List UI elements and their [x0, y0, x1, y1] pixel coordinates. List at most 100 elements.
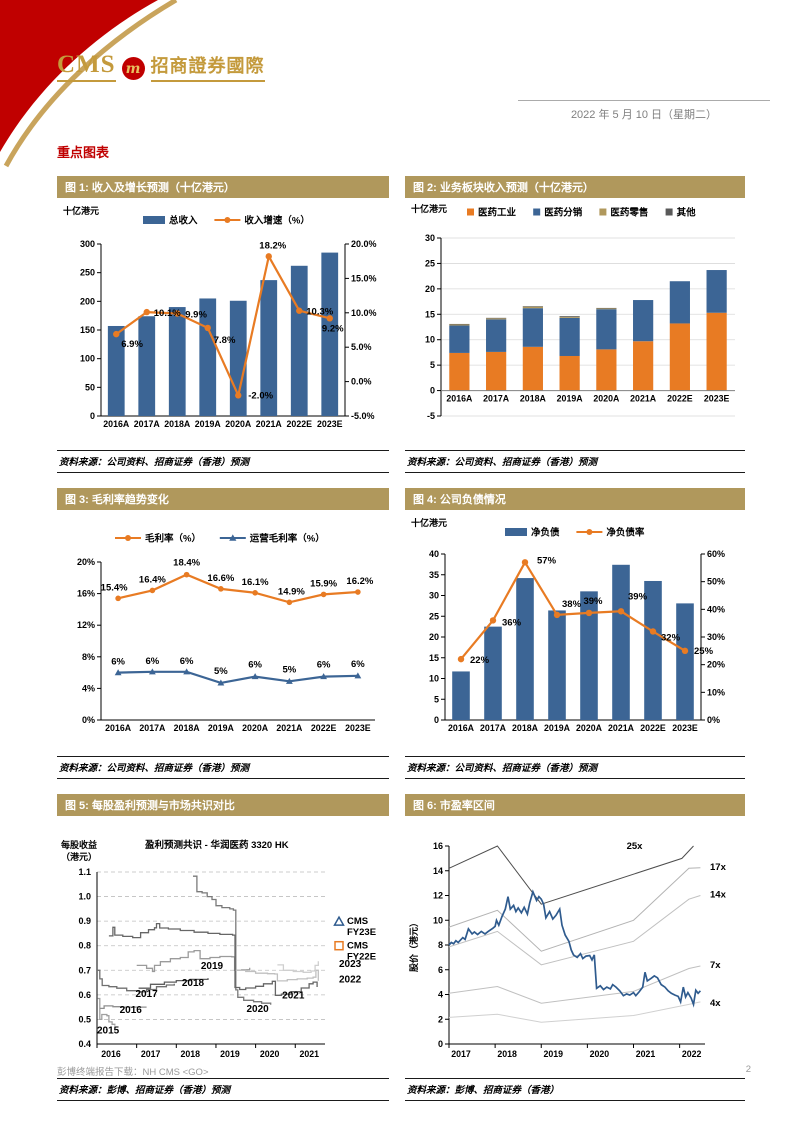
svg-text:2020: 2020: [260, 1049, 280, 1059]
svg-text:5: 5: [434, 694, 439, 704]
svg-text:2023E: 2023E: [672, 723, 698, 733]
svg-text:2020: 2020: [246, 1004, 269, 1015]
svg-text:4%: 4%: [82, 683, 95, 693]
svg-text:医药工业: 医药工业: [478, 207, 517, 219]
figure-3-source: 资料来源：公司资料、招商证券（香港）预测: [57, 756, 389, 779]
svg-text:39%: 39%: [628, 591, 648, 602]
svg-text:20: 20: [425, 284, 435, 294]
figures-grid: 图 1: 收入及增长预测（十亿港元） 十亿港元 总收入 收入增速（%） 0 50 100 1…: [57, 176, 745, 1101]
figure-1-source: 资料来源：公司资料、招商证券（香港）预测: [57, 450, 389, 473]
svg-text:50%: 50%: [707, 577, 725, 587]
page-number: 2: [745, 1064, 751, 1075]
svg-text:6: 6: [438, 965, 443, 975]
svg-text:15: 15: [429, 653, 439, 663]
svg-text:2017A: 2017A: [134, 419, 161, 429]
svg-text:运营毛利率（%）: 运营毛利率（%）: [250, 533, 325, 545]
corner-red-shape: [0, 0, 158, 152]
svg-text:2022: 2022: [339, 974, 362, 985]
svg-text:2019A: 2019A: [208, 723, 235, 733]
svg-text:60%: 60%: [707, 549, 725, 559]
corner-ribbon: [0, 0, 178, 168]
svg-text:十亿港元: 十亿港元: [411, 517, 447, 528]
svg-text:14: 14: [433, 866, 443, 876]
report-date-block: 2022 年 5 月 10 日（星期二）: [518, 100, 770, 122]
figure-5-source: 资料来源：彭博、招商证券（香港）预测: [57, 1078, 389, 1101]
svg-text:2021: 2021: [636, 1049, 656, 1059]
svg-text:净负债率: 净负债率: [606, 527, 645, 539]
svg-text:2022E: 2022E: [287, 419, 313, 429]
svg-text:2021A: 2021A: [608, 723, 635, 733]
logo-text: CMS: [57, 52, 116, 82]
figure-4-source: 资料来源：公司资料、招商证券（香港）预测: [405, 756, 745, 779]
svg-text:50: 50: [85, 382, 95, 392]
figure-4: 图 4: 公司负债情况 十亿港元 净负债 净负债率 0 5 10 15 20 25 30 35 40 0…: [405, 488, 745, 779]
svg-text:2018A: 2018A: [512, 723, 539, 733]
svg-text:2016A: 2016A: [448, 723, 475, 733]
svg-text:2016: 2016: [120, 1005, 143, 1016]
svg-text:4x: 4x: [710, 998, 721, 1009]
svg-text:10%: 10%: [707, 687, 725, 697]
svg-text:15.4%: 15.4%: [101, 582, 128, 593]
svg-text:20%: 20%: [707, 660, 725, 670]
svg-text:0: 0: [434, 715, 439, 725]
svg-text:总收入: 总收入: [169, 215, 198, 227]
svg-text:18.4%: 18.4%: [173, 558, 200, 569]
figure-3-title: 图 3: 毛利率趋势变化: [57, 488, 389, 510]
svg-text:2021A: 2021A: [276, 723, 303, 733]
svg-text:1.0: 1.0: [78, 892, 91, 902]
svg-text:25: 25: [429, 611, 439, 621]
svg-text:FY22E: FY22E: [347, 952, 376, 963]
svg-text:16.1%: 16.1%: [242, 577, 269, 588]
svg-text:毛利率（%）: 毛利率（%）: [145, 533, 201, 545]
report-date: 2022 年 5 月 10 日（星期二）: [570, 109, 718, 121]
svg-text:2022E: 2022E: [640, 723, 666, 733]
svg-text:2020: 2020: [590, 1049, 610, 1059]
svg-text:0.5: 0.5: [78, 1014, 91, 1024]
svg-text:-2.0%: -2.0%: [248, 390, 273, 401]
svg-text:250: 250: [80, 268, 95, 278]
svg-text:9.9%: 9.9%: [185, 309, 207, 320]
svg-text:净负债: 净负债: [531, 527, 560, 539]
svg-text:36%: 36%: [502, 617, 522, 628]
svg-text:200: 200: [80, 296, 95, 306]
svg-text:2017A: 2017A: [139, 723, 166, 733]
cms-logo: CMS m 招商證券國際: [57, 52, 265, 82]
svg-text:32%: 32%: [661, 632, 681, 643]
cms-logo-icon: m: [121, 57, 145, 80]
svg-text:每股收益: 每股收益: [61, 839, 97, 850]
svg-text:4: 4: [438, 990, 443, 1000]
svg-text:7.8%: 7.8%: [214, 335, 236, 346]
svg-text:9.2%: 9.2%: [322, 323, 344, 334]
svg-text:股价（港元）: 股价（港元）: [408, 918, 419, 972]
svg-text:6%: 6%: [351, 659, 365, 670]
svg-text:12: 12: [433, 891, 443, 901]
svg-text:2020A: 2020A: [593, 394, 620, 404]
svg-text:盈利预测共识 - 华润医药 3320 HK: 盈利预测共识 - 华润医药 3320 HK: [144, 839, 289, 851]
svg-text:30: 30: [425, 233, 435, 243]
svg-text:25%: 25%: [694, 646, 714, 657]
svg-text:2018A: 2018A: [164, 419, 191, 429]
svg-text:0: 0: [430, 386, 435, 396]
svg-text:10: 10: [429, 674, 439, 684]
svg-text:2020A: 2020A: [225, 419, 252, 429]
svg-text:2021: 2021: [299, 1049, 319, 1059]
svg-text:2019: 2019: [543, 1049, 563, 1059]
svg-text:7x: 7x: [710, 960, 721, 971]
svg-text:6%: 6%: [248, 660, 262, 671]
svg-text:2016A: 2016A: [446, 394, 473, 404]
figure-1: 图 1: 收入及增长预测（十亿港元） 十亿港元 总收入 收入增速（%） 0 50 100 1…: [57, 176, 389, 473]
svg-text:6%: 6%: [146, 656, 160, 667]
svg-text:16.4%: 16.4%: [139, 574, 166, 585]
svg-text:0%: 0%: [82, 715, 95, 725]
svg-text:30: 30: [429, 591, 439, 601]
svg-text:2: 2: [438, 1014, 443, 1024]
svg-text:2023E: 2023E: [704, 394, 730, 404]
svg-text:20.0%: 20.0%: [351, 239, 377, 249]
svg-text:2022E: 2022E: [311, 723, 337, 733]
figure-6-title: 图 6: 市盈率区间: [405, 794, 745, 816]
svg-text:十亿港元: 十亿港元: [411, 203, 447, 214]
svg-text:38%: 38%: [562, 599, 582, 610]
svg-text:40%: 40%: [707, 604, 725, 614]
